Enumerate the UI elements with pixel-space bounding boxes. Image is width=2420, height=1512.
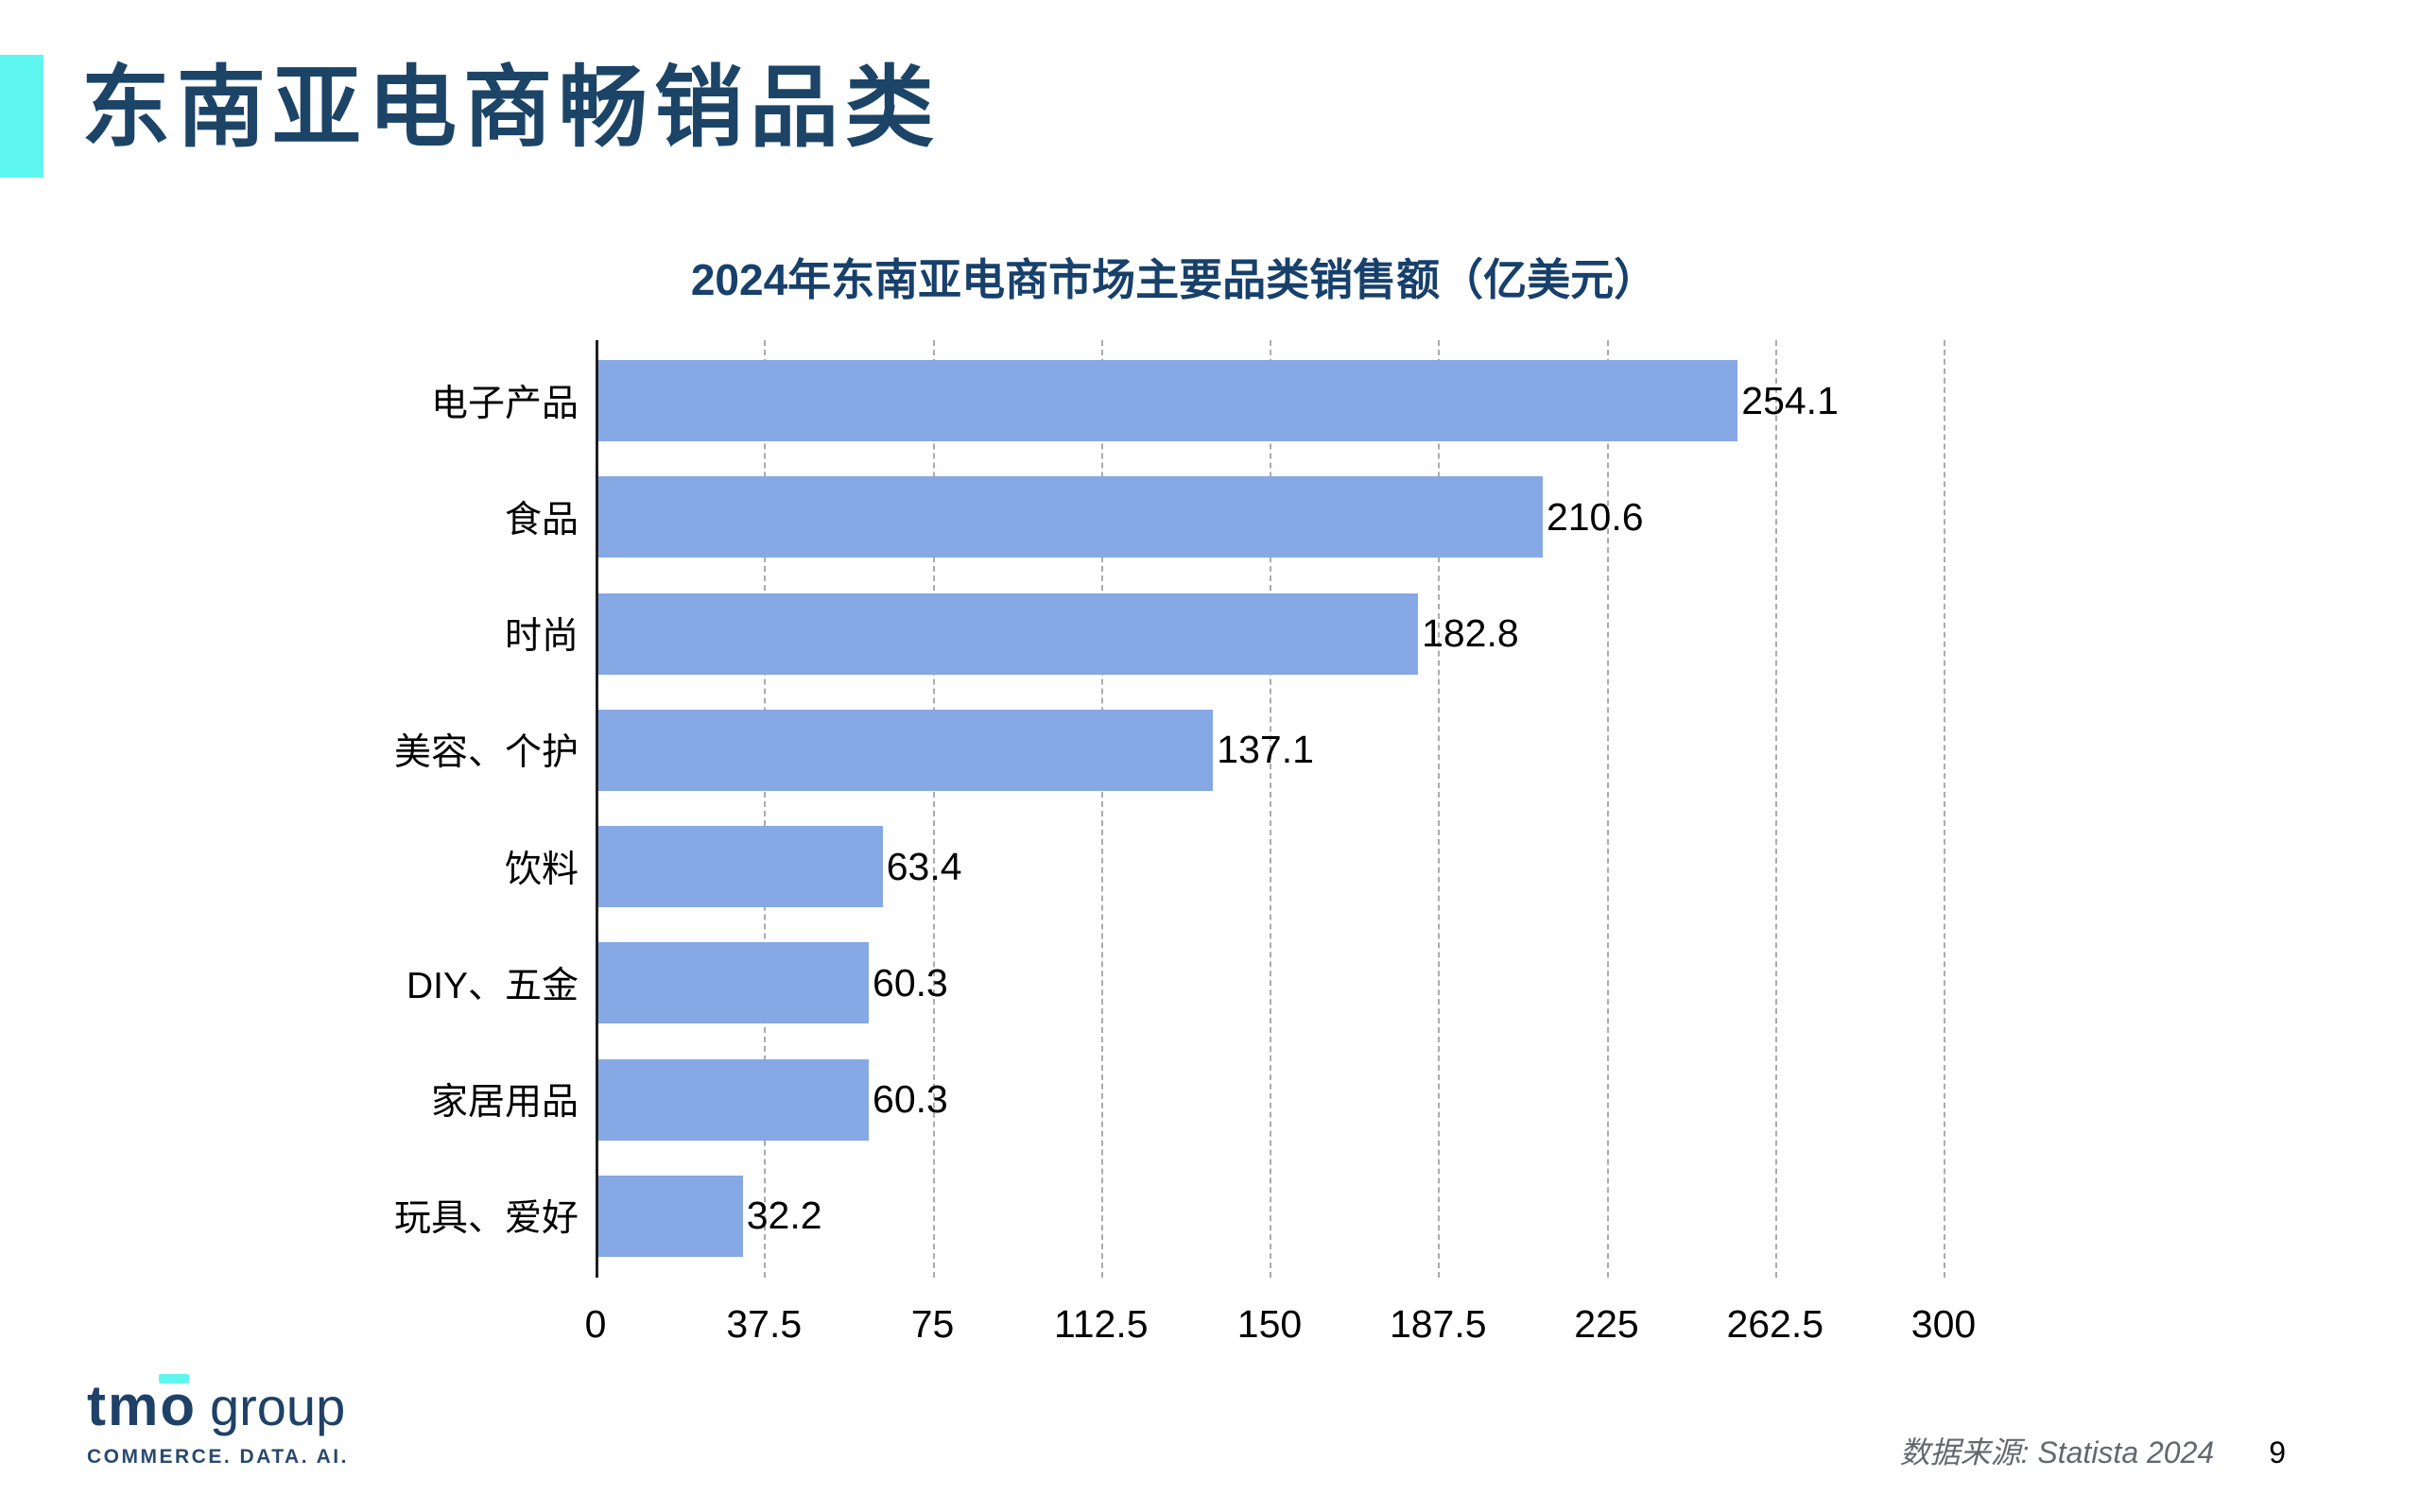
- gridline-75: [932, 340, 935, 1278]
- gridline-187.5: [1438, 340, 1441, 1278]
- x-tick-75: 75: [910, 1302, 955, 1346]
- category-label: DIY、五金: [406, 965, 579, 1006]
- bar: [598, 476, 1543, 558]
- title-accent-bar: [0, 55, 43, 178]
- bar-plot-area: 254.1 210.6 182.8 137.1 63.4 60.3 60.3 32.2: [598, 342, 1944, 1274]
- gridline-150: [1270, 340, 1271, 1278]
- bar-row: 63.4: [598, 808, 1944, 924]
- x-tick-225: 225: [1574, 1302, 1639, 1346]
- bar-value-label: 137.1: [1217, 728, 1314, 772]
- chart-gridlines: [596, 340, 1945, 1278]
- gridline-37.5: [764, 340, 767, 1278]
- gridline-300: [1944, 340, 1945, 1278]
- bar-value-label: 254.1: [1741, 378, 1839, 422]
- bar-row: 182.8: [598, 576, 1944, 692]
- logo-suffix-text: group: [209, 1377, 346, 1436]
- bar: [598, 593, 1419, 675]
- category-label: 食品: [504, 499, 579, 541]
- bar-row: 60.3: [598, 924, 1944, 1040]
- x-tick-187.5: 187.5: [1389, 1302, 1487, 1346]
- bar-row: 32.2: [598, 1158, 1944, 1274]
- bar: [598, 1175, 743, 1257]
- slide-title: 东南亚电商畅销品类: [81, 58, 942, 157]
- x-tick-150: 150: [1236, 1302, 1303, 1346]
- bar-row: 210.6: [598, 458, 1944, 575]
- gridline-262.5: [1774, 340, 1777, 1278]
- x-axis-tick-labels: 0 37.5 75 112.5 150 187.5 225 262.5 300: [585, 1302, 1977, 1349]
- category-label: 饮料: [504, 849, 579, 890]
- bar-value-label: 32.2: [746, 1194, 822, 1238]
- footer-right: 数据来源: Statista 2024 9: [1900, 1429, 2286, 1472]
- chart-title: 2024年东南亚电商市场主要品类销售额（亿美元）: [690, 255, 1658, 304]
- bar-row: 60.3: [598, 1041, 1944, 1158]
- category-axis-labels: 电子产品食品时尚美容、个护饮料 DIY、五金家居用品玩具、爱好: [142, 342, 579, 1274]
- page-number: 9: [2269, 1435, 2286, 1469]
- bar-value-label: 63.4: [886, 844, 962, 888]
- category-label: 玩具、爱好: [393, 1198, 579, 1240]
- x-tick-262.5: 262.5: [1726, 1302, 1824, 1346]
- x-tick-112.5: 112.5: [1053, 1302, 1149, 1346]
- x-tick-37.5: 37.5: [726, 1302, 803, 1346]
- data-source-note: 数据来源: Statista 2024: [1899, 1435, 2215, 1469]
- x-tick-0: 0: [584, 1302, 607, 1346]
- bar-value-label: 60.3: [873, 1077, 948, 1121]
- bar: [598, 709, 1214, 791]
- bar-row: 254.1: [598, 342, 1944, 458]
- bar-row: 137.1: [598, 692, 1944, 808]
- logo-brand-text: tmo: [87, 1374, 197, 1437]
- bar: [598, 826, 883, 907]
- gridline-112.5: [1100, 340, 1103, 1278]
- logo-tagline: COMMERCE. DATA. AI.: [87, 1446, 349, 1468]
- bar-value-label: 210.6: [1546, 494, 1644, 539]
- logo-macron-accent: [159, 1374, 189, 1383]
- bar-value-label: 182.8: [1422, 611, 1519, 655]
- category-label: 美容、个护: [393, 732, 579, 774]
- y-axis-line: [596, 340, 598, 1278]
- bar: [598, 942, 870, 1024]
- gridline-225: [1606, 340, 1609, 1278]
- bar: [598, 360, 1738, 441]
- tmo-group-logo: tmo group COMMERCE. DATA. AI.: [87, 1374, 349, 1469]
- category-label: 时尚: [504, 616, 579, 658]
- category-label: 家居用品: [430, 1082, 579, 1124]
- bar-value-label: 60.3: [873, 960, 948, 1005]
- bar: [598, 1058, 870, 1141]
- category-label: 电子产品: [430, 383, 579, 424]
- x-tick-300: 300: [1910, 1302, 1977, 1346]
